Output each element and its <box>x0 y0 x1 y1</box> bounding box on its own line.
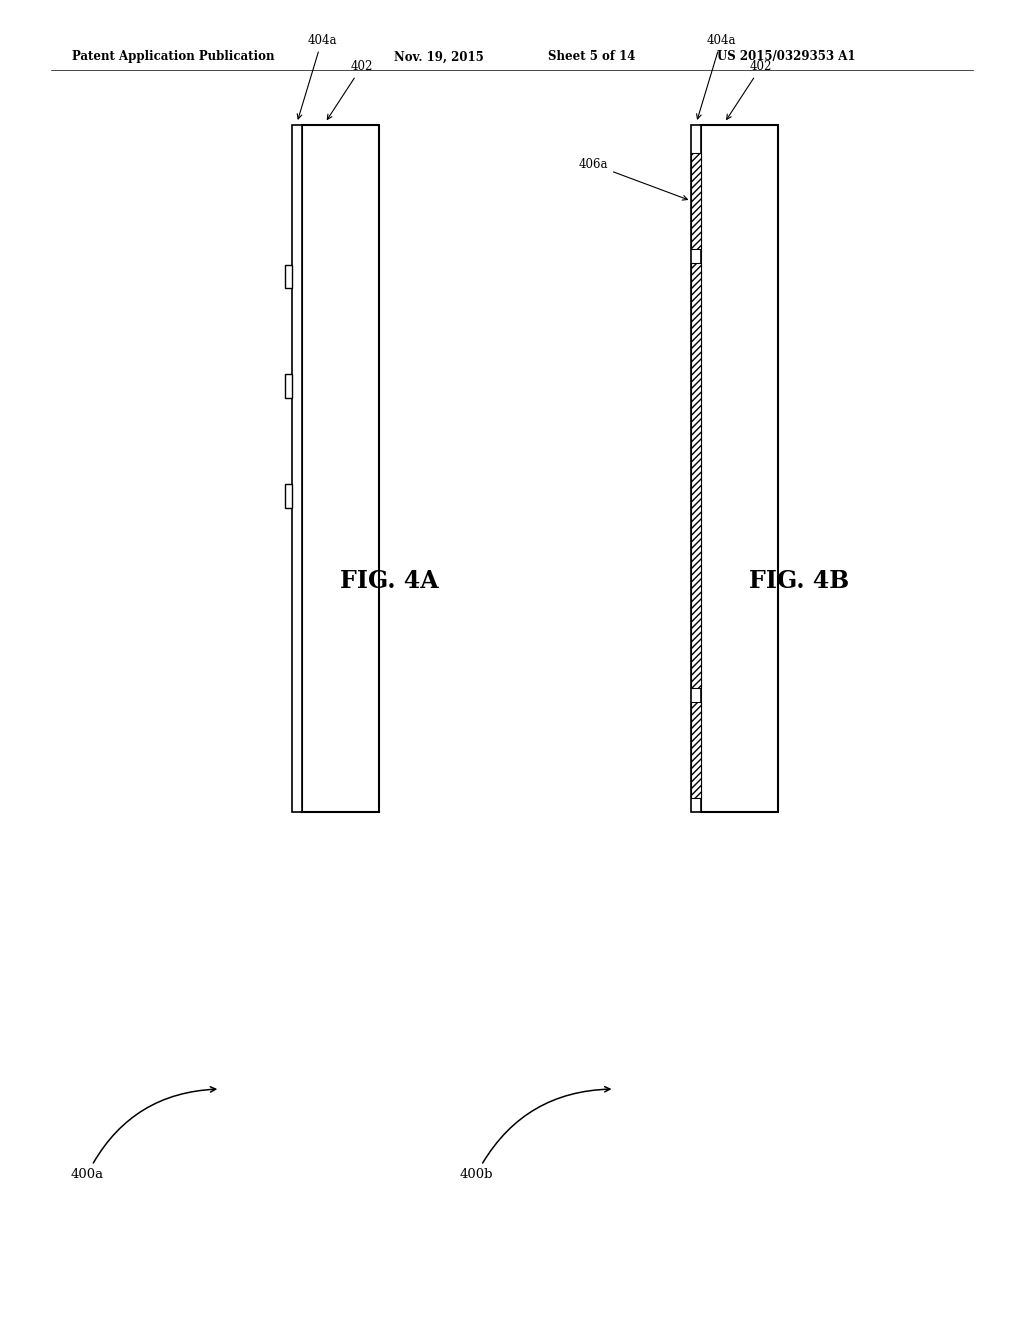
Bar <box>285 375 292 399</box>
Text: 402: 402 <box>727 59 772 119</box>
Bar <box>691 263 701 688</box>
Bar <box>691 125 701 812</box>
Text: 406a: 406a <box>579 158 687 201</box>
Text: Nov. 19, 2015: Nov. 19, 2015 <box>394 50 484 63</box>
Text: FIG. 4A: FIG. 4A <box>340 569 438 593</box>
Bar <box>285 484 292 508</box>
Text: 400a: 400a <box>71 1086 216 1181</box>
Bar <box>691 702 701 799</box>
Bar <box>701 125 778 812</box>
Bar <box>691 153 701 249</box>
Text: 402: 402 <box>328 59 373 119</box>
Text: US 2015/0329353 A1: US 2015/0329353 A1 <box>717 50 855 63</box>
Bar <box>292 125 302 812</box>
Text: Patent Application Publication: Patent Application Publication <box>72 50 274 63</box>
Text: FIG. 4B: FIG. 4B <box>749 569 849 593</box>
Bar <box>285 264 292 288</box>
Text: 404a: 404a <box>696 33 736 119</box>
Bar <box>302 125 379 812</box>
Text: 400b: 400b <box>460 1086 610 1181</box>
Text: Sheet 5 of 14: Sheet 5 of 14 <box>548 50 635 63</box>
Text: 404a: 404a <box>297 33 337 119</box>
